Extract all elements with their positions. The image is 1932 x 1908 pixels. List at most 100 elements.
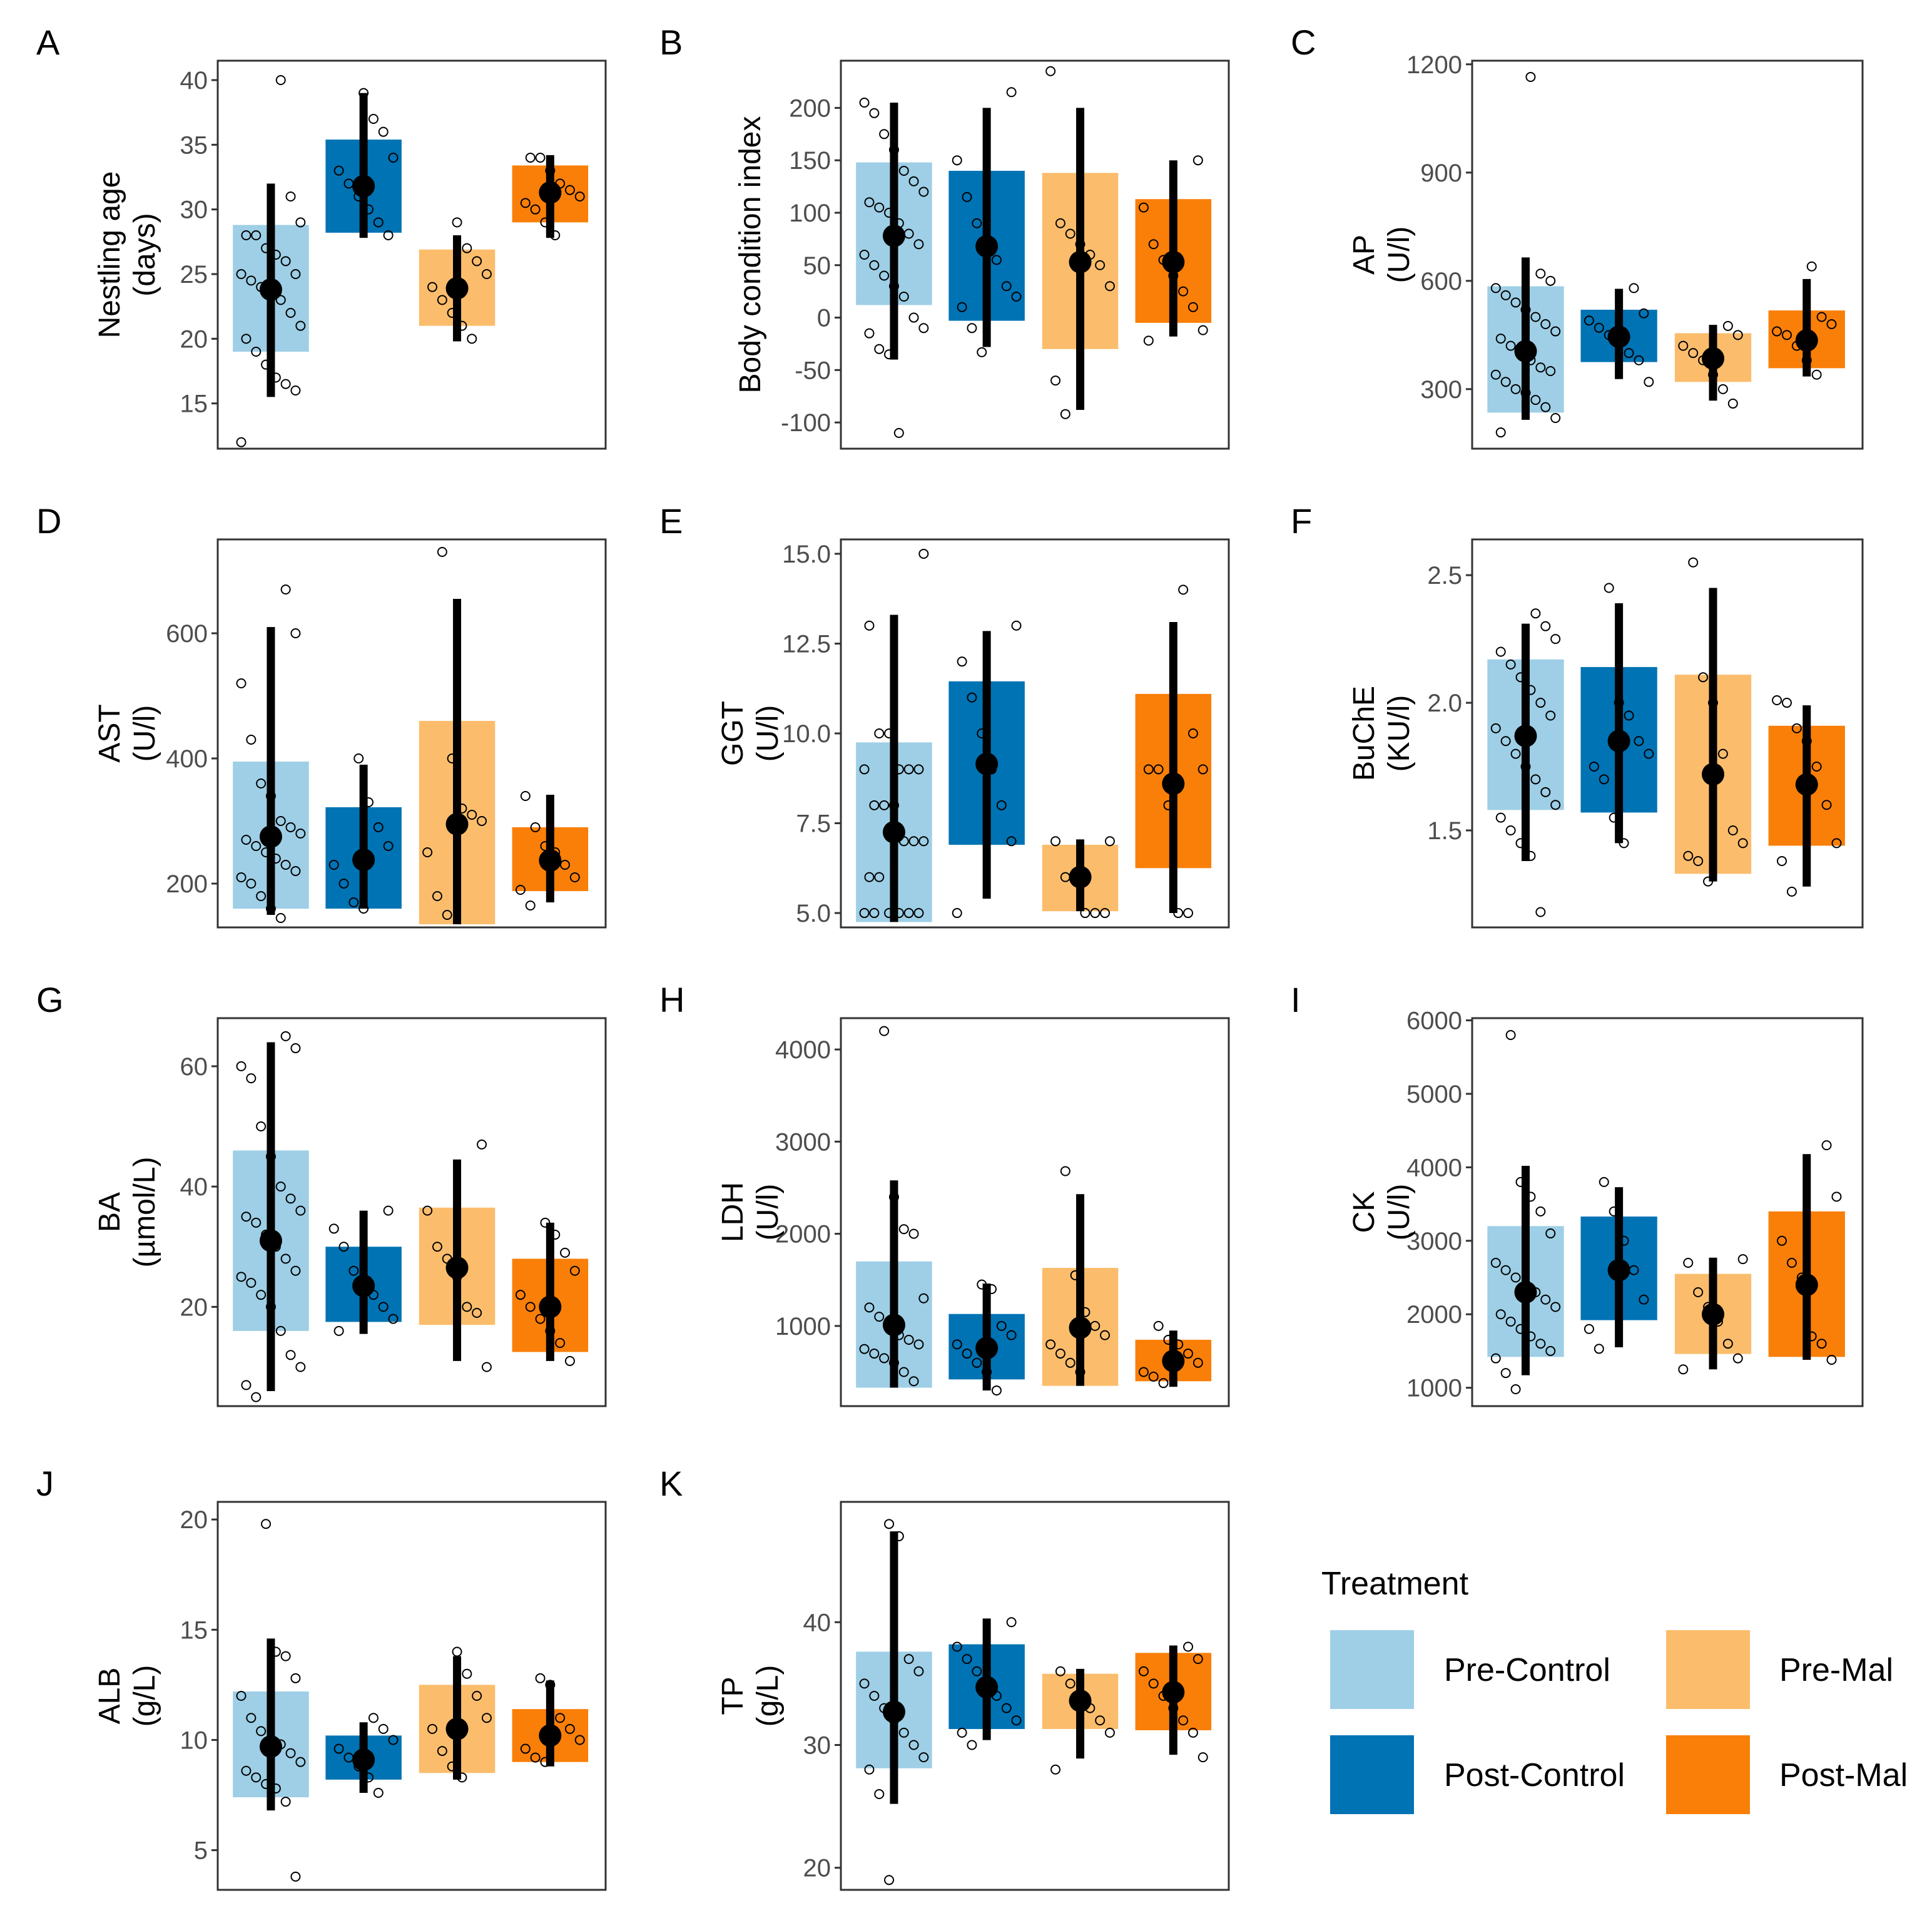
point-a-4-6 <box>564 185 575 195</box>
point-g-4-2 <box>555 1338 566 1349</box>
point-h-2-2 <box>982 1367 992 1377</box>
point-d-3-7 <box>447 753 457 763</box>
point-e-1-18 <box>893 764 904 775</box>
point-j-1-15 <box>280 1651 291 1661</box>
tick-label-a-4: 35 <box>180 131 208 159</box>
point-a-1-16 <box>280 256 291 267</box>
point-j-4-4 <box>574 1735 585 1745</box>
point-b-1-11 <box>859 250 870 260</box>
tick-label-g-1: 40 <box>180 1173 208 1201</box>
point-h-2-4 <box>962 1349 972 1359</box>
point-i-4-8 <box>1821 1140 1832 1151</box>
point-f-1-2 <box>1525 850 1536 861</box>
point-b-1-4 <box>864 328 875 339</box>
point-b-2-1 <box>977 347 987 357</box>
point-h-4-3 <box>1138 1367 1149 1377</box>
point-b-1-5 <box>918 323 929 334</box>
tick-label-h-0: 1000 <box>775 1313 831 1340</box>
point-f-2-1 <box>1619 838 1629 849</box>
point-a-3-4 <box>437 295 447 305</box>
tick-label-j-3: 20 <box>180 1506 208 1534</box>
point-k-1-10 <box>859 1678 870 1689</box>
frame-g <box>216 1017 607 1407</box>
point-d-1-1 <box>275 913 286 923</box>
axis-title-j-1: ALB <box>93 1668 126 1725</box>
point-h-1-6 <box>859 1344 870 1354</box>
point-f-3-9 <box>1688 557 1699 568</box>
point-i-1-16 <box>1490 1258 1501 1268</box>
axis-title-k-1: TP <box>716 1676 750 1715</box>
point-j-1-17 <box>261 1519 272 1529</box>
mean-c-1 <box>1514 340 1537 363</box>
mean-a-3 <box>445 277 469 300</box>
point-b-3-1 <box>1060 409 1070 419</box>
frame-b <box>840 59 1230 450</box>
point-b-1-1 <box>893 427 904 438</box>
point-g-1-24 <box>280 1031 291 1041</box>
point-c-2-8 <box>1639 308 1649 319</box>
tick-label-b-5: 150 <box>789 147 831 175</box>
point-k-3-6 <box>1065 1678 1075 1689</box>
point-d-2-7 <box>364 797 374 807</box>
point-e-1-14 <box>869 800 880 810</box>
mean-f-1 <box>1514 725 1537 748</box>
point-b-2-3 <box>957 302 967 312</box>
point-g-3-2 <box>472 1308 482 1319</box>
tick-label-d-1: 400 <box>166 745 208 773</box>
point-h-1-12 <box>864 1302 875 1313</box>
point-f-2-7 <box>1624 710 1634 721</box>
tick-label-c-1: 600 <box>1420 268 1462 295</box>
point-d-1-20 <box>280 584 291 594</box>
point-g-2-8 <box>328 1223 339 1234</box>
point-k-1-1 <box>884 1875 895 1885</box>
point-g-4-4 <box>535 1314 546 1324</box>
tick-label-g-2: 60 <box>180 1053 208 1081</box>
point-a-3-2 <box>457 320 467 331</box>
point-f-1-20 <box>1540 621 1551 631</box>
mean-e-2 <box>975 752 999 775</box>
point-j-1-12 <box>246 1713 257 1723</box>
point-g-1-14 <box>251 1217 262 1228</box>
tick-label-b-6: 200 <box>789 94 831 122</box>
point-b-1-15 <box>884 207 895 218</box>
point-d-1-16 <box>256 778 267 788</box>
point-d-3-8 <box>437 547 447 557</box>
point-c-1-23 <box>1535 268 1546 279</box>
mean-b-1 <box>882 224 905 247</box>
point-f-4-8 <box>1781 698 1792 708</box>
mean-g-4 <box>539 1295 562 1319</box>
point-g-4-9 <box>550 1230 561 1240</box>
tick-label-i-0: 1000 <box>1406 1375 1462 1402</box>
axis-title-d-2: (U/l) <box>128 705 161 762</box>
point-f-4-5 <box>1811 762 1822 772</box>
point-f-2-8 <box>1614 698 1624 708</box>
tick-label-e-1: 7.5 <box>796 810 831 838</box>
panel-j: J 5 10 15 20 ALB (g/L) <box>36 1464 607 1891</box>
point-h-3-7 <box>1080 1307 1091 1317</box>
point-e-4-4 <box>1153 764 1164 775</box>
point-a-1-19 <box>251 230 262 240</box>
panel-d: D 200 400 600 AST (U/l) <box>36 501 607 929</box>
point-j-2-8 <box>368 1713 379 1723</box>
point-i-1-11 <box>1540 1294 1551 1305</box>
panel-letter-k: K <box>659 1464 683 1503</box>
mean-d-3 <box>445 813 469 835</box>
point-e-1-13 <box>879 800 890 810</box>
point-e-2-7 <box>957 656 967 667</box>
point-i-2-3 <box>1639 1294 1649 1305</box>
point-h-3-4 <box>1045 1339 1056 1350</box>
point-j-4-3 <box>520 1743 531 1754</box>
tick-label-i-2: 3000 <box>1406 1228 1462 1255</box>
axis-title-e-1: GGT <box>716 701 750 766</box>
point-j-4-8 <box>535 1673 546 1683</box>
point-b-1-20 <box>898 165 909 176</box>
frame-i <box>1471 1017 1864 1407</box>
point-a-1-21 <box>295 217 306 228</box>
point-k-4-9 <box>1183 1641 1194 1652</box>
mean-h-4 <box>1162 1349 1185 1372</box>
tick-label-h-3: 4000 <box>775 1036 831 1064</box>
point-h-1-1 <box>908 1376 919 1387</box>
panel-letter-d: D <box>36 501 61 541</box>
point-i-3-6 <box>1693 1287 1704 1297</box>
